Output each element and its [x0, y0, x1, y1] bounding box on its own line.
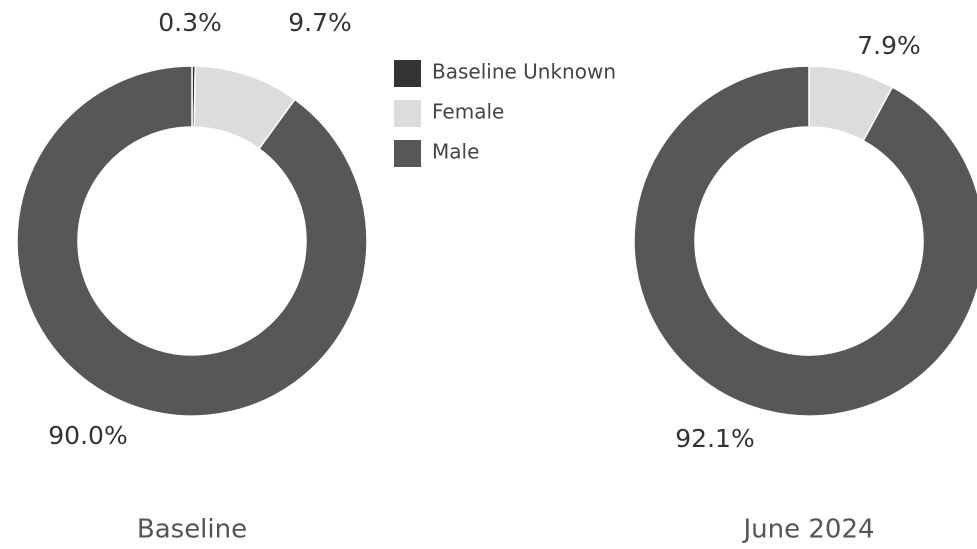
chart-title: June 2024 — [741, 515, 874, 545]
legend-swatch — [394, 140, 421, 167]
value-label: 9.7% — [288, 8, 352, 37]
donut-slice — [633, 65, 977, 417]
legend-swatch — [394, 60, 421, 87]
chart-title: Baseline — [137, 515, 247, 545]
legend-label: Baseline Unknown — [432, 60, 616, 84]
donut-slice — [16, 65, 368, 417]
value-label: 7.9% — [857, 31, 921, 60]
legend-label: Female — [432, 100, 504, 124]
value-label: 90.0% — [48, 421, 127, 450]
legend-label: Male — [432, 140, 479, 164]
value-label: 92.1% — [675, 424, 754, 453]
legend-swatch — [394, 100, 421, 127]
value-label: 0.3% — [158, 8, 222, 37]
